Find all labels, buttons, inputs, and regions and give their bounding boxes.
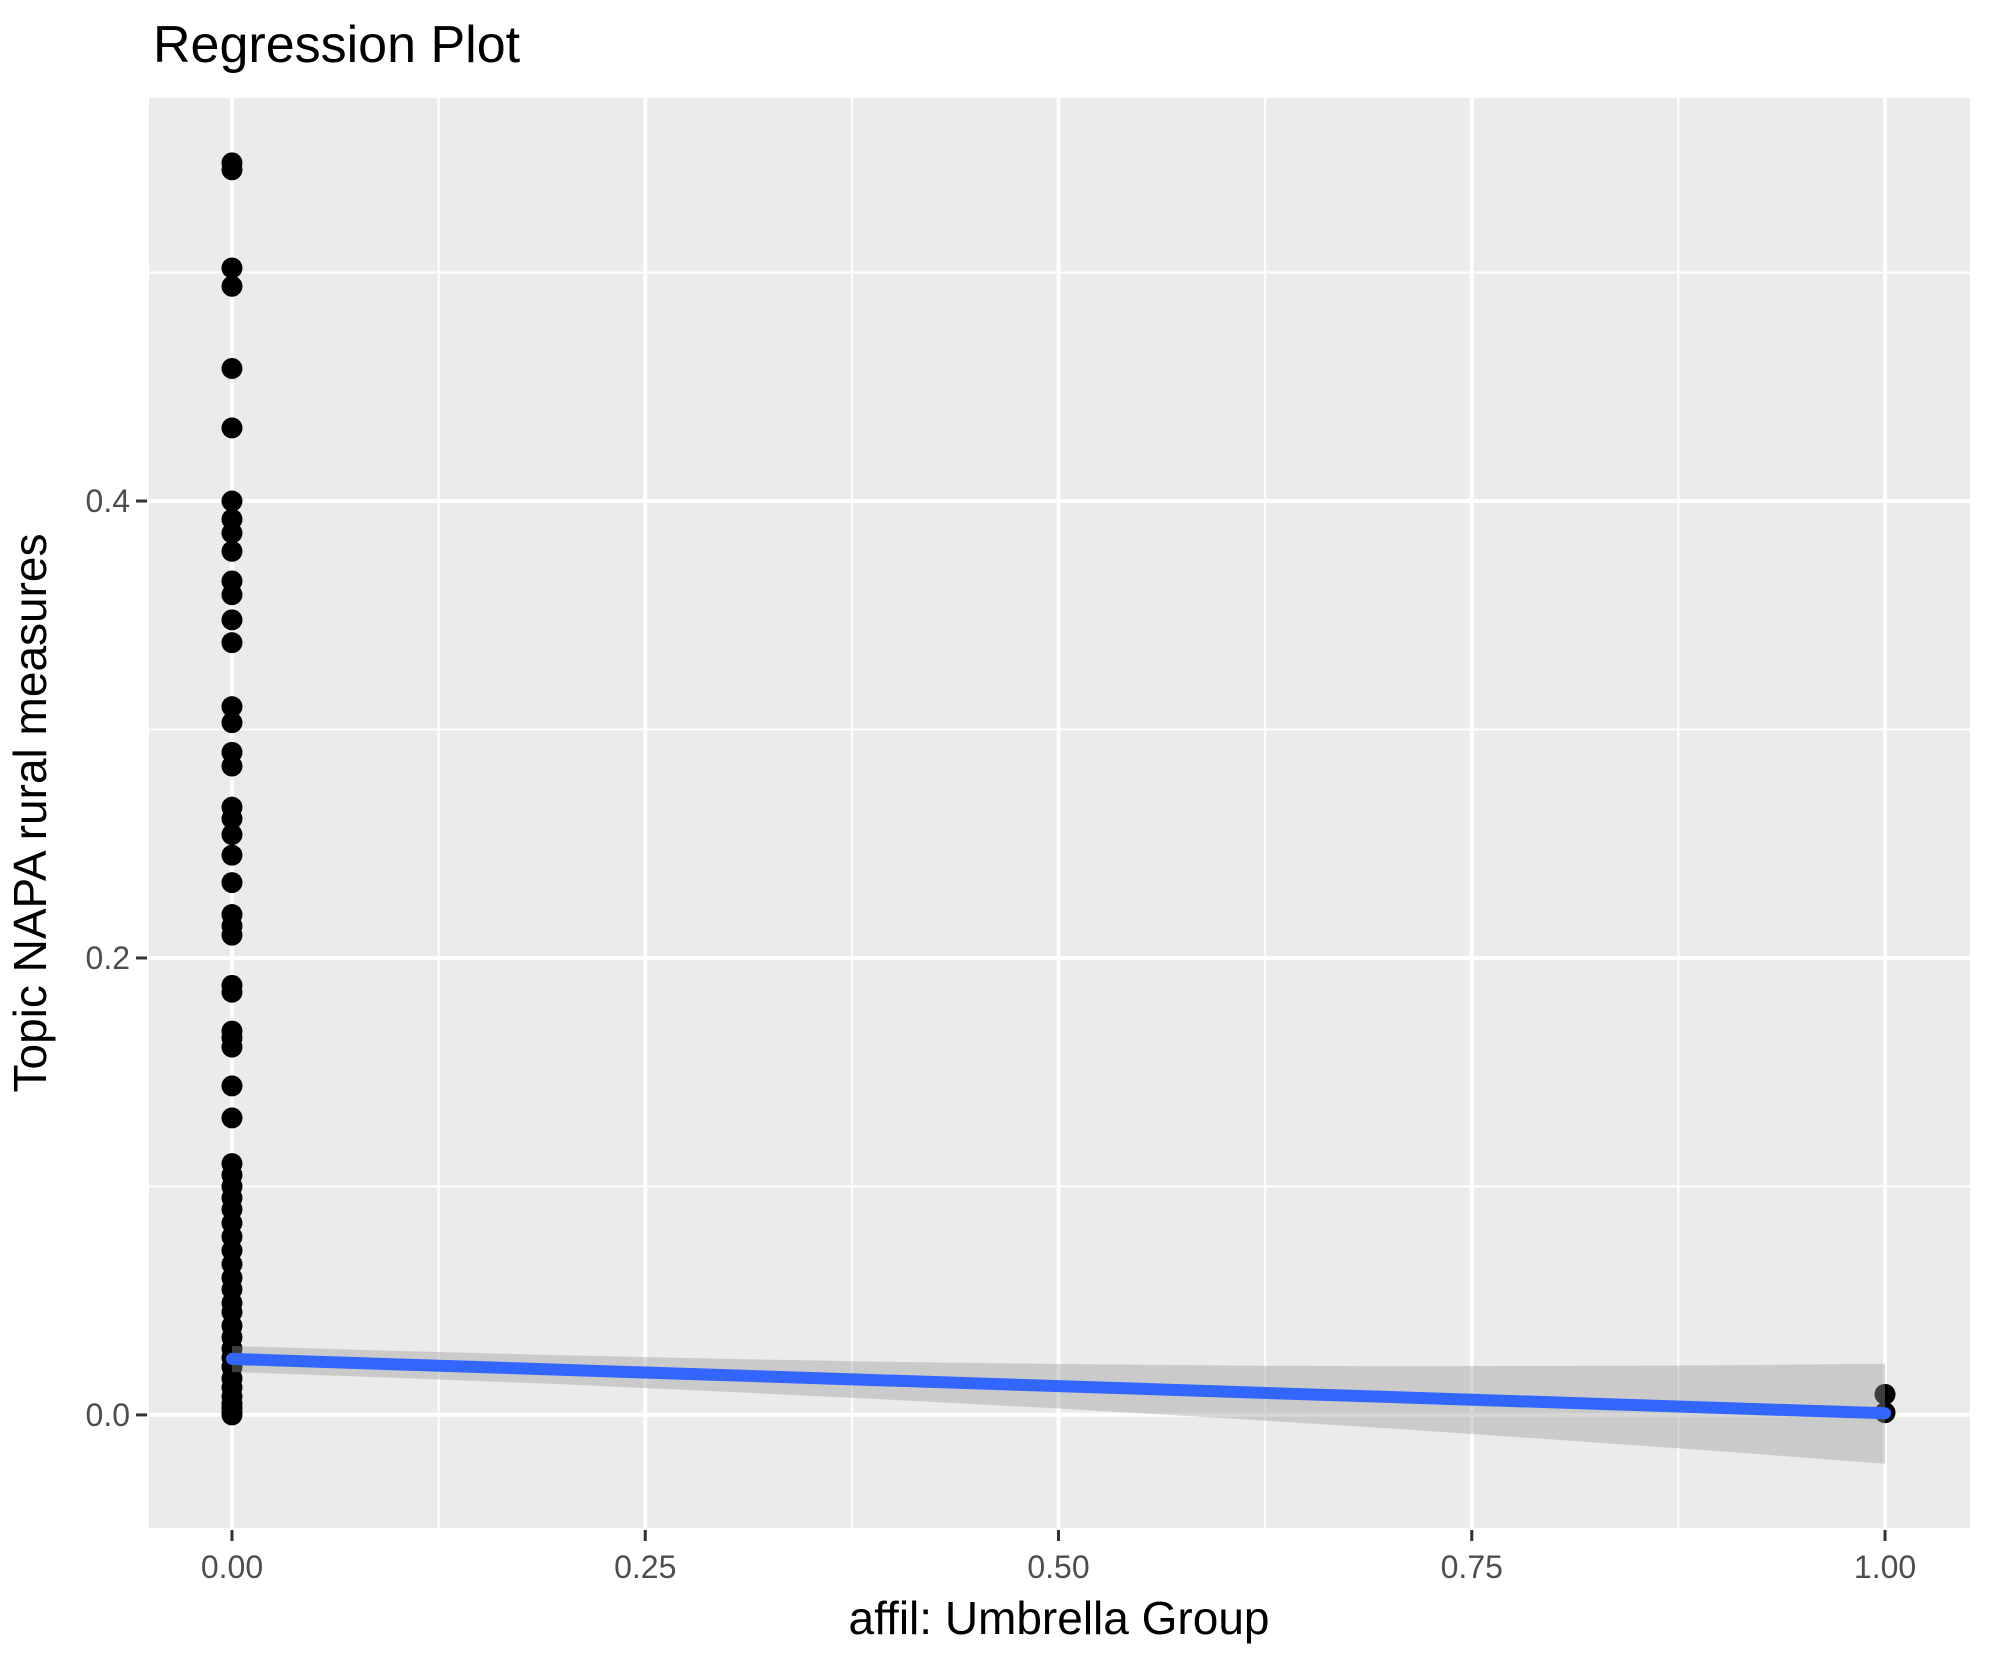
data-point <box>221 632 243 654</box>
data-point <box>221 257 243 279</box>
data-point <box>1874 1383 1896 1405</box>
data-point <box>221 696 243 718</box>
x-tick-label: 0.75 <box>1441 1549 1503 1585</box>
data-point <box>221 522 243 544</box>
data-point <box>221 924 243 946</box>
data-point <box>221 1036 243 1058</box>
gridlines-major <box>149 98 1970 1528</box>
data-point <box>221 540 243 562</box>
x-tick-label: 0.50 <box>1027 1549 1089 1585</box>
data-point <box>221 844 243 866</box>
data-point <box>221 490 243 512</box>
y-tick-label: 0.0 <box>86 1397 130 1433</box>
data-point <box>221 584 243 606</box>
y-tick-label: 0.2 <box>86 940 130 976</box>
data-point <box>221 824 243 846</box>
data-point <box>221 808 243 830</box>
data-point <box>221 1107 243 1129</box>
x-axis-title: affil: Umbrella Group <box>849 1592 1270 1644</box>
data-point <box>221 1404 243 1426</box>
data-point <box>221 275 243 297</box>
x-tick-label: 0.25 <box>614 1549 676 1585</box>
y-axis-title: Topic NAPA rural measures <box>4 533 56 1092</box>
data-point <box>221 609 243 631</box>
data-point <box>221 358 243 380</box>
x-tick-label: 0.00 <box>201 1549 263 1585</box>
data-point <box>221 1075 243 1097</box>
data-point <box>221 755 243 777</box>
data-point <box>221 159 243 181</box>
scatter-points <box>221 152 1896 1426</box>
data-point <box>221 417 243 439</box>
y-tick-label: 0.4 <box>86 483 130 519</box>
data-point <box>221 981 243 1003</box>
x-tick-label: 1.00 <box>1854 1549 1916 1585</box>
data-point <box>221 712 243 734</box>
plot-title: Regression Plot <box>153 16 521 74</box>
data-point <box>221 872 243 894</box>
axis-tick-labels: 0.00 0.25 0.50 0.75 1.00 0.0 0.2 0.4 <box>86 483 1917 1585</box>
regression-line-segment <box>225 1352 1892 1420</box>
regression-line <box>225 1352 1892 1420</box>
axis-ticks <box>136 499 1887 1541</box>
